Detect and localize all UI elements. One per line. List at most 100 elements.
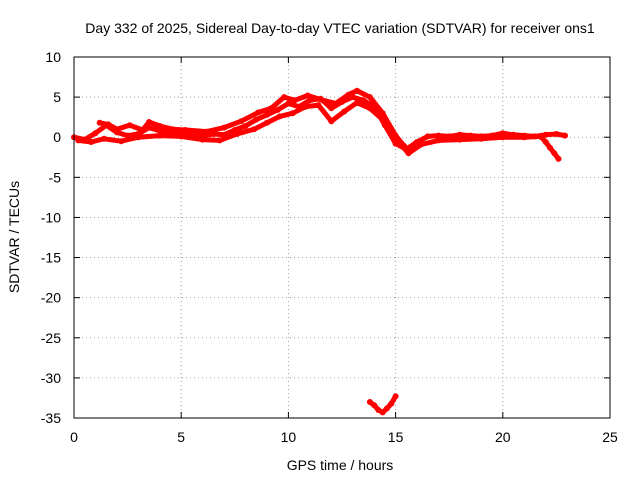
- series-upper-strand-point: [354, 87, 360, 94]
- series-lower-strand-point: [75, 137, 82, 144]
- series-upper-strand-point: [105, 121, 112, 128]
- chart-title: Day 332 of 2025, Sidereal Day-to-day VTE…: [85, 20, 595, 36]
- y-tick-label: 10: [45, 49, 61, 65]
- series-main-band-point: [285, 100, 292, 107]
- y-tick-label: -30: [41, 370, 61, 386]
- y-tick-label: -15: [41, 250, 61, 266]
- series-lower-strand-point: [216, 137, 223, 144]
- series-lower-strand-point: [118, 138, 125, 145]
- series-lower-strand-point: [379, 116, 386, 123]
- series-outlier-arc-point: [371, 402, 378, 409]
- series-late-tail-point: [555, 155, 562, 162]
- y-tick-label: -10: [41, 209, 61, 225]
- series-lower-strand-point: [405, 150, 412, 157]
- series-upper-strand-point: [169, 126, 176, 133]
- series-lower-strand-point: [392, 135, 399, 142]
- series-lower-strand-point: [354, 99, 360, 106]
- series-outlier-arc-point: [379, 409, 386, 416]
- series-main-band-point: [253, 116, 260, 123]
- y-axis-label: SDTVAR / TECUs: [6, 181, 22, 293]
- series-upper-strand-point: [146, 119, 152, 125]
- series-outlier-arc-point: [388, 400, 395, 407]
- series-main-band-point: [360, 97, 367, 104]
- series-lower-strand-point: [499, 134, 506, 141]
- x-tick-label: 0: [70, 429, 78, 445]
- series-upper-strand-point: [238, 118, 245, 125]
- series-main-band-point: [274, 106, 281, 113]
- x-tick-label: 20: [495, 429, 511, 445]
- series-outlier-arc-point: [392, 393, 399, 400]
- x-tick-label: 5: [177, 429, 185, 445]
- series-upper-strand-point: [96, 119, 103, 126]
- series-upper-strand-point: [332, 100, 339, 107]
- series-main-band-point: [562, 132, 568, 139]
- series-main-band-point: [156, 127, 163, 134]
- series-main-band-point: [264, 111, 270, 118]
- series-upper-strand-point: [281, 94, 288, 101]
- series-lower-strand-point: [341, 108, 348, 115]
- series-upper-strand-point: [304, 92, 311, 99]
- y-tick-label: -25: [41, 330, 61, 346]
- series-upper-strand-point: [156, 123, 163, 129]
- series-lower-strand-point: [156, 132, 163, 139]
- series-upper-strand-point: [379, 110, 386, 117]
- x-axis-label: GPS time / hours: [287, 457, 394, 473]
- series-upper-strand-point: [268, 105, 275, 112]
- series-upper-strand-point: [345, 91, 352, 98]
- series-main-band-point: [92, 130, 99, 137]
- series-lower-strand-point: [418, 141, 425, 148]
- series-upper-strand-point: [113, 126, 120, 133]
- series-lower-strand-point: [233, 131, 240, 137]
- series-upper-strand-point: [366, 94, 373, 101]
- y-tick-label: -20: [41, 290, 61, 306]
- series-lower-strand-point: [478, 135, 485, 142]
- series-main-band-point: [553, 131, 560, 137]
- series-lower-strand-point: [101, 135, 107, 142]
- series-lower-strand-point: [521, 134, 528, 141]
- series-upper-strand-point: [126, 122, 133, 129]
- series-late-tail-point: [542, 139, 549, 145]
- series-lower-strand-point: [366, 105, 373, 112]
- series-upper-strand-point: [221, 124, 228, 131]
- series-lower-strand-point: [199, 136, 206, 143]
- series-main-band-point: [456, 131, 463, 138]
- series-lower-strand-point: [328, 118, 335, 125]
- series-late-tail-point: [538, 134, 545, 141]
- x-tick-label: 15: [388, 429, 404, 445]
- series-upper-strand-point: [291, 97, 298, 104]
- series-outlier-arc-point: [384, 405, 390, 412]
- series-main-band-point: [424, 133, 431, 140]
- series-lower-strand-point: [289, 110, 296, 117]
- y-tick-label: 0: [53, 129, 61, 145]
- series-outlier-arc-point: [366, 399, 373, 405]
- series-upper-strand-point: [317, 96, 324, 103]
- series-lower-strand-point: [88, 139, 95, 145]
- y-tick-label: -5: [49, 169, 62, 185]
- series-upper-strand-point: [182, 127, 189, 133]
- series-lower-strand-point: [302, 103, 309, 110]
- plot-frame: [73, 56, 611, 419]
- x-tick-label: 25: [602, 429, 618, 445]
- data-series: [71, 87, 568, 416]
- series-lower-strand-point: [178, 133, 185, 140]
- series-late-tail-point: [547, 144, 553, 151]
- series-upper-strand-point: [139, 127, 146, 133]
- x-tick-label: 10: [281, 429, 297, 445]
- series-lower-strand-point: [276, 113, 283, 120]
- series-lower-strand-point: [251, 126, 258, 133]
- tick-labels: 0 5 10 15 20 25 10 5 0 -5 -10 -15 -20 -25 -30 -35: [41, 49, 618, 445]
- series-lower-strand-point: [135, 134, 142, 141]
- series-main-band-point: [242, 123, 249, 129]
- y-tick-label: 5: [53, 89, 61, 105]
- series-main-band-point: [435, 132, 442, 139]
- series-upper-strand-point: [255, 109, 262, 116]
- series-late-tail-point: [551, 150, 558, 157]
- series-lower-strand-point: [456, 136, 463, 143]
- series-lower-strand-point: [264, 119, 270, 126]
- series-main-band-point: [328, 105, 335, 112]
- series-upper-strand-point: [203, 128, 210, 135]
- y-tick-label: -35: [41, 410, 61, 426]
- series-lower-strand-line: [75, 100, 544, 156]
- series-lower-strand-point: [315, 102, 322, 109]
